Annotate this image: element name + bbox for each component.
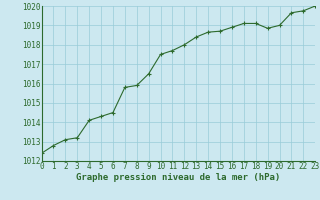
X-axis label: Graphe pression niveau de la mer (hPa): Graphe pression niveau de la mer (hPa) — [76, 173, 281, 182]
